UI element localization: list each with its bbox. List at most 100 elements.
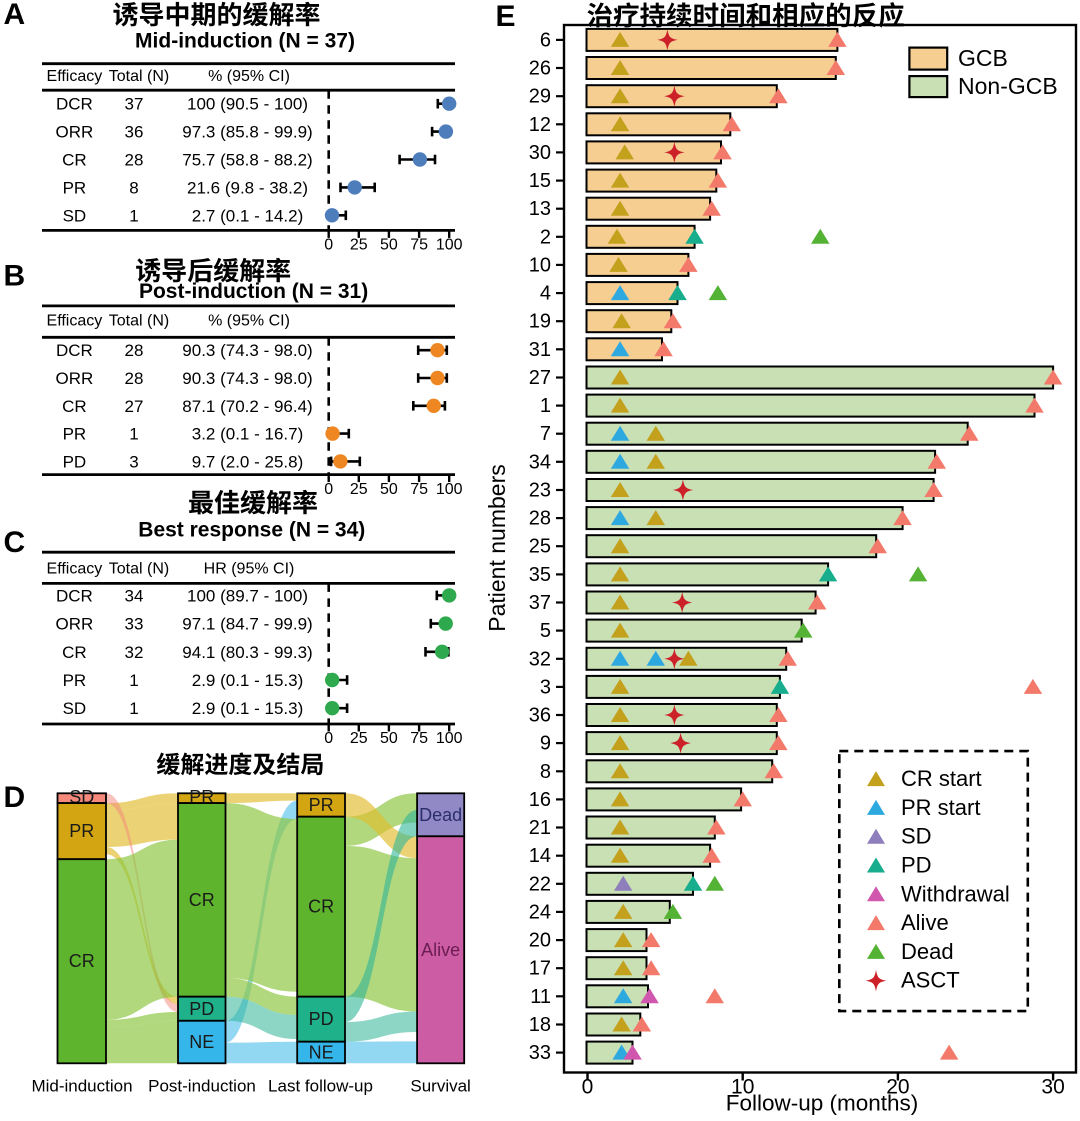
- svg-text:0: 0: [324, 481, 333, 498]
- svg-text:26: 26: [529, 58, 551, 80]
- svg-text:3: 3: [540, 676, 551, 698]
- svg-text:B: B: [4, 260, 26, 293]
- svg-text:DCR: DCR: [56, 341, 93, 360]
- svg-text:24: 24: [529, 901, 551, 923]
- svg-text:A: A: [4, 0, 26, 31]
- svg-text:ORR: ORR: [56, 615, 94, 634]
- svg-text:1: 1: [129, 206, 138, 225]
- svg-text:28: 28: [125, 369, 144, 388]
- svg-text:2.9 (0.1 - 15.3): 2.9 (0.1 - 15.3): [192, 699, 304, 718]
- svg-text:CR: CR: [69, 951, 95, 971]
- svg-text:D: D: [4, 781, 26, 814]
- svg-text:CR: CR: [62, 151, 87, 170]
- svg-text:21.6 (9.8 - 38.2): 21.6 (9.8 - 38.2): [187, 178, 308, 197]
- svg-text:2.9 (0.1 - 15.3): 2.9 (0.1 - 15.3): [192, 671, 304, 690]
- svg-text:100 (90.5 - 100): 100 (90.5 - 100): [187, 95, 308, 114]
- svg-text:32: 32: [529, 648, 551, 670]
- svg-text:Patient numbers: Patient numbers: [484, 464, 510, 631]
- svg-text:25: 25: [350, 481, 368, 498]
- svg-text:PD: PD: [63, 452, 87, 471]
- svg-text:6: 6: [540, 29, 551, 51]
- svg-text:% (95% CI): % (95% CI): [208, 313, 290, 330]
- svg-text:Follow-up (months): Follow-up (months): [726, 1091, 919, 1116]
- svg-text:1: 1: [129, 671, 138, 690]
- svg-text:11: 11: [530, 986, 551, 1008]
- svg-text:75: 75: [410, 237, 428, 254]
- svg-text:GCB: GCB: [958, 45, 1008, 71]
- svg-text:Survival: Survival: [410, 1077, 470, 1096]
- svg-text:PR start: PR start: [901, 795, 980, 820]
- svg-text:PD: PD: [189, 999, 214, 1019]
- svg-text:9.7 (2.0 - 25.8): 9.7 (2.0 - 25.8): [192, 452, 304, 471]
- svg-text:Alive: Alive: [421, 940, 460, 960]
- svg-text:CR: CR: [189, 890, 215, 910]
- svg-text:90.3 (74.3 - 98.0): 90.3 (74.3 - 98.0): [182, 341, 312, 360]
- svg-text:36: 36: [529, 705, 551, 727]
- svg-text:8: 8: [129, 178, 138, 197]
- svg-text:27: 27: [529, 367, 551, 389]
- svg-text:25: 25: [350, 237, 368, 254]
- svg-text:0: 0: [324, 730, 333, 747]
- svg-text:90.3 (74.3 - 98.0): 90.3 (74.3 - 98.0): [182, 369, 312, 388]
- svg-text:100 (89.7 - 100): 100 (89.7 - 100): [187, 586, 308, 605]
- svg-text:20: 20: [529, 930, 551, 952]
- svg-text:CR: CR: [308, 897, 334, 917]
- svg-text:18: 18: [529, 1014, 551, 1036]
- svg-text:34: 34: [529, 451, 551, 473]
- svg-text:17: 17: [529, 958, 551, 980]
- svg-text:SD: SD: [901, 824, 932, 849]
- svg-text:Total (N): Total (N): [109, 313, 169, 330]
- svg-text:31: 31: [529, 339, 551, 361]
- svg-text:1: 1: [129, 425, 138, 444]
- svg-text:36: 36: [125, 123, 144, 142]
- svg-text:15: 15: [529, 170, 551, 192]
- svg-text:75: 75: [410, 730, 428, 747]
- svg-text:4: 4: [540, 283, 551, 305]
- svg-text:23: 23: [529, 480, 551, 502]
- svg-text:10: 10: [731, 1076, 754, 1099]
- svg-text:NE: NE: [309, 1043, 334, 1063]
- svg-text:94.1 (80.3 - 99.3): 94.1 (80.3 - 99.3): [182, 643, 312, 662]
- svg-text:2: 2: [540, 226, 551, 248]
- svg-text:Total (N): Total (N): [109, 68, 169, 85]
- svg-text:Efficacy: Efficacy: [47, 68, 103, 85]
- svg-text:33: 33: [125, 615, 144, 634]
- svg-text:25: 25: [350, 730, 368, 747]
- svg-text:NE: NE: [189, 1032, 214, 1052]
- svg-text:PD: PD: [309, 1009, 334, 1029]
- svg-text:5: 5: [540, 620, 551, 642]
- svg-text:34: 34: [125, 586, 144, 605]
- svg-text:Total (N): Total (N): [109, 561, 169, 578]
- svg-text:Mid-induction (N = 37): Mid-induction (N = 37): [135, 30, 355, 53]
- svg-text:PR: PR: [69, 821, 94, 841]
- svg-text:E: E: [496, 0, 516, 33]
- svg-text:ORR: ORR: [56, 123, 94, 142]
- svg-text:100: 100: [436, 730, 463, 747]
- svg-text:50: 50: [380, 481, 398, 498]
- svg-text:21: 21: [529, 817, 551, 839]
- svg-text:DCR: DCR: [56, 95, 93, 114]
- svg-text:Efficacy: Efficacy: [47, 313, 103, 330]
- svg-text:37: 37: [125, 95, 144, 114]
- svg-text:Post-induction: Post-induction: [148, 1077, 256, 1096]
- svg-text:Alive: Alive: [901, 910, 949, 935]
- svg-text:100: 100: [436, 481, 463, 498]
- svg-text:10: 10: [529, 254, 551, 276]
- svg-text:97.1 (84.7 - 99.9): 97.1 (84.7 - 99.9): [182, 615, 312, 634]
- svg-text:19: 19: [529, 311, 551, 333]
- svg-text:29: 29: [529, 86, 551, 108]
- svg-text:Last follow-up: Last follow-up: [268, 1077, 373, 1096]
- svg-text:75: 75: [410, 481, 428, 498]
- svg-text:20: 20: [886, 1076, 909, 1099]
- svg-text:2.7 (0.1 - 14.2): 2.7 (0.1 - 14.2): [192, 206, 304, 225]
- svg-text:3.2 (0.1 - 16.7): 3.2 (0.1 - 16.7): [192, 425, 304, 444]
- svg-text:33: 33: [529, 1042, 551, 1064]
- svg-text:3: 3: [129, 452, 138, 471]
- svg-text:37: 37: [529, 592, 551, 614]
- svg-text:50: 50: [380, 237, 398, 254]
- svg-text:PR: PR: [63, 425, 87, 444]
- svg-text:1: 1: [540, 395, 551, 417]
- svg-text:75.7 (58.8 - 88.2): 75.7 (58.8 - 88.2): [182, 151, 312, 170]
- svg-text:32: 32: [125, 643, 144, 662]
- svg-text:% (95% CI): % (95% CI): [208, 68, 290, 85]
